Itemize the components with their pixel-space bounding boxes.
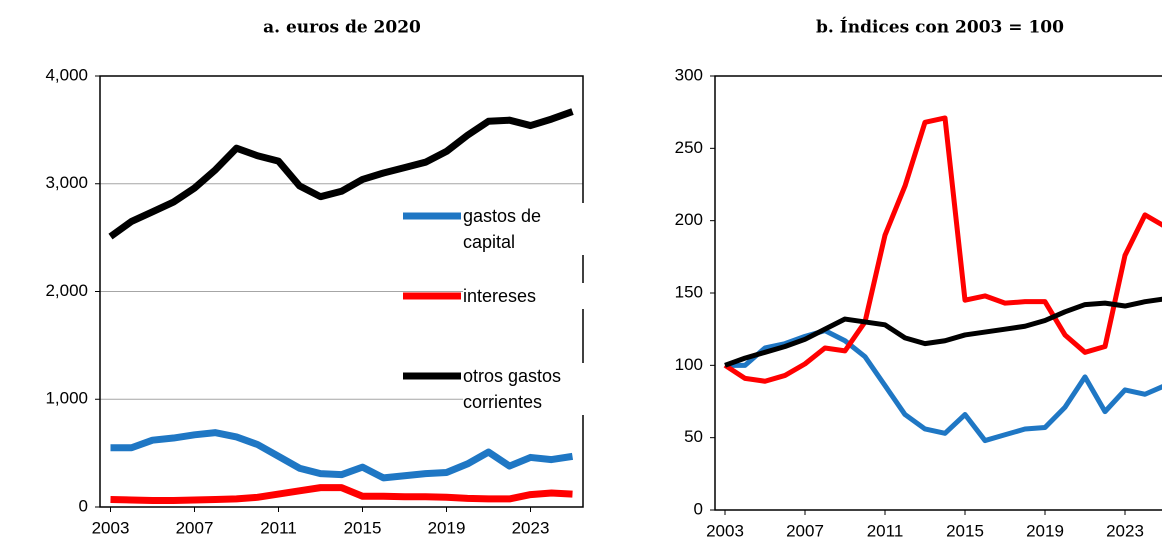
- x-tick-label: 2015: [946, 521, 984, 540]
- line-series: [110, 484, 573, 505]
- line-series: [108, 108, 574, 240]
- y-tick-label: 0: [694, 499, 703, 518]
- x-tick-label: 2019: [1026, 521, 1064, 540]
- x-tick-label: 2015: [344, 518, 382, 537]
- y-tick-label: 50: [684, 427, 703, 446]
- x-tick-label: 2007: [176, 518, 214, 537]
- chart-title: b. Índices con 2003 = 100: [816, 17, 1064, 38]
- x-tick-label: 2019: [428, 518, 466, 537]
- plot-frame: [714, 75, 1162, 511]
- x-tick-label: 2023: [1106, 521, 1144, 540]
- y-tick-label: 250: [675, 138, 703, 157]
- line-series: [723, 115, 1162, 384]
- y-tick-label: 300: [675, 65, 703, 84]
- legend-label: intereses: [463, 283, 613, 309]
- x-tick-label: 2007: [786, 521, 824, 540]
- y-tick-label: 200: [675, 210, 703, 229]
- y-tick-label: 150: [675, 282, 703, 301]
- x-tick-label: 2011: [260, 518, 297, 537]
- y-tick-label: 4,000: [45, 65, 88, 84]
- y-tick-label: 2,000: [45, 281, 88, 300]
- chart-title: a. euros de 2020: [263, 18, 421, 38]
- y-tick-label: 0: [79, 496, 88, 515]
- line-series: [724, 296, 1162, 368]
- y-tick-label: 1,000: [45, 389, 88, 408]
- y-tick-label: 3,000: [45, 173, 88, 192]
- legend-label: otros gastos corrientes: [463, 363, 598, 415]
- legend-label: gastos de capital: [463, 203, 598, 255]
- line-series: [725, 328, 1162, 444]
- x-tick-label: 2023: [512, 518, 550, 537]
- line-series: [110, 429, 574, 482]
- x-tick-label: 2003: [706, 521, 744, 540]
- x-tick-label: 2003: [92, 518, 130, 537]
- x-tick-label: 2011: [867, 521, 904, 540]
- y-tick-label: 100: [675, 355, 703, 374]
